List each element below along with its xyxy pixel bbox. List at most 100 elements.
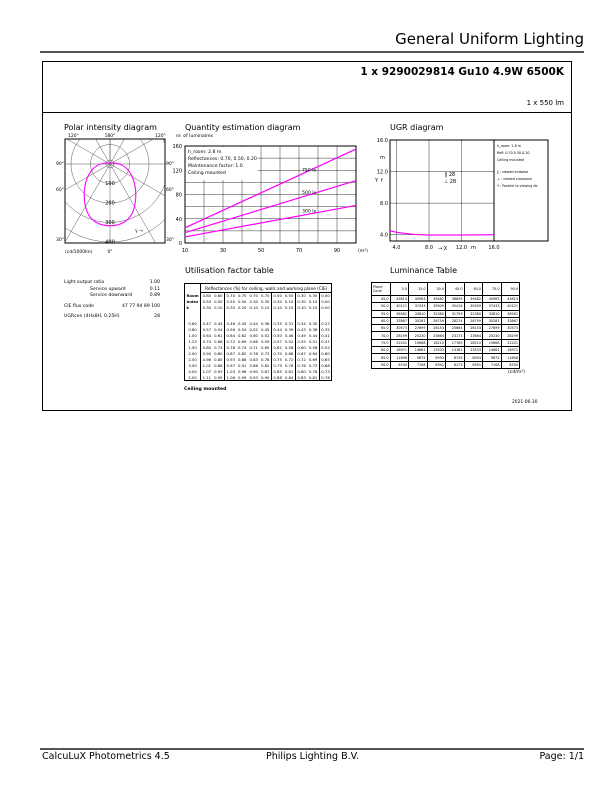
x-tick-label: 50	[258, 248, 264, 254]
luminance-value: 23664	[426, 331, 446, 340]
luminance-value: 8700	[389, 360, 409, 369]
utilisation-value: 0.49	[297, 333, 306, 338]
utilisation-value: 0.57	[202, 327, 212, 332]
property-value: 1.00	[149, 280, 160, 285]
utilisation-value: 0.52	[259, 332, 272, 339]
utilisation-value: 0.93	[226, 357, 236, 362]
room-index: 5.00	[184, 374, 202, 381]
cone-angle: 60.0	[463, 282, 483, 296]
luminance-value: 35909	[426, 302, 446, 311]
ugr-legend-line: ‖ : viewed endwise	[497, 170, 528, 174]
polar-angle-label: 30°	[56, 237, 64, 243]
footer-divider	[40, 748, 584, 750]
utilisation-value: 0.81	[283, 368, 296, 375]
x-tick-label: 16.0	[488, 245, 499, 251]
reflectance-value: 0.50	[202, 299, 212, 304]
ugr-value: ⊥ 28	[444, 179, 456, 185]
table-row: 0.80 0.57 0.54 0.56 0.54 0.52 0.45 0.44 0.39 0.43…	[184, 326, 332, 333]
utilisation-value: 0.82	[238, 351, 247, 356]
luminance-value: 13533	[463, 346, 483, 355]
utilisation-value: 0.45	[212, 320, 226, 327]
polar-spoke	[95, 139, 111, 165]
utilisation-value: 0.88	[212, 362, 226, 369]
utilisation-value: 0.44	[273, 327, 282, 332]
y-tick-label: 12.0	[377, 170, 388, 176]
spacer-cell	[201, 311, 213, 321]
reflectance-value: 0.10	[212, 304, 226, 311]
reflectance-value: 0.10	[259, 304, 272, 311]
polar-angle-label: 0°	[107, 249, 112, 255]
utilisation-footer: Ceiling mounted	[184, 387, 227, 392]
table-row: 50.0 40121 37433 35909 35416 35909 37433 40121	[371, 302, 520, 311]
y-label: Y ↑	[374, 178, 384, 184]
spacer-cell	[283, 310, 296, 321]
room-index-label: k	[184, 304, 202, 311]
utilisation-value: 0.72	[226, 339, 236, 344]
title-divider	[42, 112, 572, 113]
utilisation-value: 0.64	[307, 350, 320, 357]
polar-title: Polar intensity diagram	[64, 123, 157, 132]
utilisation-value: 0.65	[321, 357, 330, 362]
ugr-legend-line: Ceiling mounted	[497, 158, 524, 162]
luminance-value: 13533	[426, 346, 446, 355]
series-line-2	[184, 204, 357, 238]
reflectance-value: 0.10	[249, 305, 258, 310]
product-title: 1 x 9290029814 Gu10 4.9W 6500K	[360, 66, 564, 78]
polar-spoke	[109, 139, 125, 165]
luminance-value: 33867	[389, 316, 409, 326]
luminance-value: 30573	[389, 324, 409, 333]
utilisation-value: 0.52	[321, 345, 330, 350]
x-tick-label: 30	[220, 248, 226, 254]
reflectance-value: 0.10	[307, 304, 320, 311]
utilisation-value: 0.46	[283, 332, 296, 339]
reflectance-value: 0.70	[249, 293, 258, 299]
room-index: 1.00	[184, 332, 202, 339]
reflectance-value: 0.00	[321, 299, 330, 304]
utilisation-value: 0.73	[259, 350, 272, 357]
utilisation-value: 0.59	[259, 338, 272, 345]
utilisation-value: 0.85	[212, 356, 226, 363]
quantity-title: Quantity estimation diagram	[185, 123, 301, 132]
luminance-value: 37433	[482, 302, 502, 311]
utilisation-value: 0.41	[321, 333, 330, 338]
reflectance-row: Room 0.80 0.80 0.70 0.70 0.70 0.70 0.50 0.50 0.30…	[184, 292, 332, 299]
table-row: 60.0 33867 30281 28759 28274 28759 30281 33867	[371, 316, 520, 326]
y-tick-label: 0	[179, 241, 182, 247]
polar-angle-label: 60°	[166, 187, 174, 193]
cone-angle: 75.0	[482, 282, 502, 296]
reflectance-value: 0.30	[307, 292, 320, 299]
cone-angle: 45.0	[445, 282, 465, 296]
luminance-value: 13181	[445, 346, 465, 355]
reflectance-value: 0.50	[283, 292, 296, 299]
polar-gamma-label: γ →	[135, 229, 143, 234]
luminance-value: 16971	[500, 346, 520, 355]
plane-angle: 65.0	[371, 324, 391, 333]
reflectance-value: 0.50	[212, 298, 226, 305]
utilisation-value: 0.81	[307, 374, 320, 381]
polar-radial-label: 400	[105, 240, 115, 246]
y-tick-label: 80	[176, 193, 182, 199]
utilisation-value: 0.50	[273, 333, 282, 338]
spacer-row	[184, 310, 332, 321]
reflectance-value: 0.80	[202, 293, 212, 299]
utilisation-value: 0.78	[259, 356, 272, 363]
utilisation-value: 0.60	[249, 333, 258, 338]
luminance-value: 40983	[408, 294, 428, 304]
luminance-value: 33810	[408, 309, 428, 318]
polar-grid	[65, 139, 165, 243]
luminance-title: Luminance Table	[390, 266, 457, 275]
utilisation-value: 0.84	[283, 374, 296, 381]
luminous-flux: 1 x 550 lm	[526, 99, 564, 107]
luminance-value: 38899	[445, 294, 465, 304]
utilisation-value: 0.75	[273, 357, 282, 362]
luminance-header-row: Plane Cone 0.0 15.0 30.0 45.0 60.0 75.0 90.0	[371, 282, 520, 296]
luminance-unit: (cd/m²)	[508, 370, 525, 375]
utilisation-value: 0.54	[238, 327, 247, 332]
utilisation-factor-table: Reflectances (%) for ceiling, walls and …	[184, 283, 333, 381]
ugr-title: UGR diagram	[390, 123, 444, 132]
utilisation-value: 0.60	[297, 345, 306, 350]
luminance-value: 36581	[389, 309, 409, 318]
reflectance-value: 0.30	[226, 305, 236, 310]
ugr-curve	[389, 230, 495, 236]
